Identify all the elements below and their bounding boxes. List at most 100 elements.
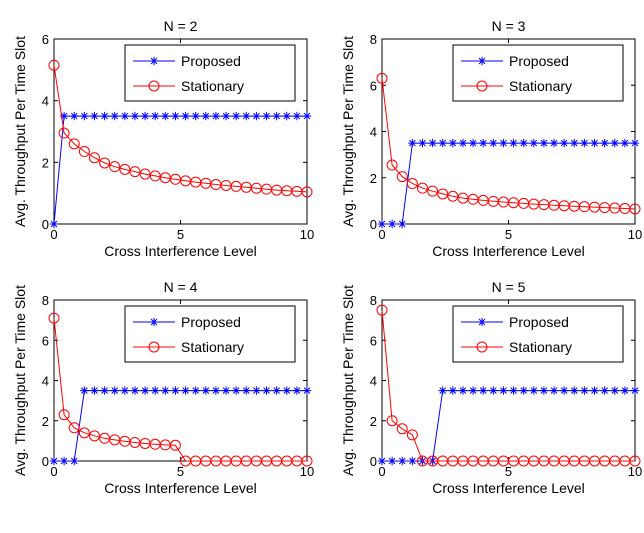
- data-point-proposed: [398, 456, 407, 466]
- data-point-stationary: [427, 185, 439, 197]
- x-tick-label: 5: [177, 464, 184, 479]
- y-tick-label: 0: [42, 217, 49, 232]
- data-point-proposed: [49, 456, 59, 466]
- x-tick-label: 10: [628, 227, 642, 242]
- data-point-proposed: [398, 219, 407, 229]
- y-tick-label: 6: [42, 32, 49, 47]
- data-point-proposed: [580, 386, 589, 395]
- data-point-proposed: [120, 386, 130, 395]
- data-point-proposed: [80, 386, 89, 395]
- legend: Proposed Stationary: [124, 44, 296, 102]
- data-point-proposed: [231, 111, 241, 121]
- data-point-stationary: [109, 161, 121, 173]
- legend-swatch-marker: [476, 341, 488, 353]
- data-point-stationary: [629, 203, 641, 215]
- data-point-proposed: [559, 138, 569, 148]
- data-point-proposed: [529, 386, 538, 395]
- subplot-2: 0 5 10 0 2 4 6 8 N = 3 Cross Interference Level Av…: [340, 18, 642, 259]
- legend: Proposed Stationary: [452, 305, 624, 363]
- y-tick-label: 0: [370, 217, 377, 232]
- data-point-proposed: [110, 111, 119, 121]
- x-tick-label: 0: [50, 227, 57, 242]
- data-point-proposed: [600, 138, 609, 148]
- data-point-proposed: [171, 386, 180, 395]
- data-area: [48, 59, 313, 229]
- data-point-proposed: [519, 138, 528, 148]
- legend-entry: Stationary: [181, 339, 244, 355]
- data-point-stationary: [68, 138, 80, 150]
- legend-entry: Stationary: [509, 339, 572, 355]
- data-point-proposed: [428, 138, 437, 148]
- data-point-stationary: [68, 422, 80, 434]
- data-point-stationary: [301, 455, 313, 467]
- data-point-proposed: [468, 386, 478, 395]
- data-point-proposed: [171, 111, 180, 121]
- data-point-stationary: [58, 127, 70, 139]
- data-point-proposed: [610, 138, 619, 148]
- data-point-proposed: [302, 386, 312, 395]
- chart-title: N = 2: [164, 18, 198, 34]
- data-point-stationary: [406, 178, 418, 190]
- legend: Proposed Stationary: [124, 305, 296, 363]
- data-point-proposed: [549, 386, 559, 395]
- x-tick-label: 10: [300, 227, 314, 242]
- data-point-proposed: [509, 386, 518, 395]
- data-point-proposed: [282, 386, 291, 395]
- data-point-proposed: [262, 386, 271, 395]
- data-point-proposed: [161, 111, 170, 121]
- data-point-proposed: [191, 111, 200, 121]
- x-tick-label: 5: [177, 227, 184, 242]
- y-tick-label: 0: [370, 454, 377, 469]
- data-point-proposed: [201, 386, 210, 395]
- chart-title: N = 3: [492, 18, 526, 34]
- data-point-proposed: [252, 386, 261, 395]
- data-point-proposed: [49, 219, 59, 229]
- x-tick-label: 5: [505, 464, 512, 479]
- data-point-proposed: [630, 138, 640, 148]
- data-point-proposed: [559, 386, 569, 395]
- data-point-proposed: [448, 138, 458, 148]
- data-point-stationary: [88, 430, 100, 442]
- data-point-proposed: [620, 138, 630, 148]
- data-point-proposed: [377, 219, 387, 229]
- data-point-stationary: [48, 59, 60, 71]
- x-tick-label: 10: [628, 464, 642, 479]
- legend-box: [452, 305, 624, 363]
- series-line-stationary: [53, 318, 307, 462]
- data-point-proposed: [489, 386, 498, 395]
- data-point-proposed: [120, 111, 130, 121]
- legend-swatch-marker: [149, 56, 159, 66]
- data-point-stationary: [169, 439, 181, 451]
- data-point-proposed: [387, 456, 397, 466]
- legend-swatch-marker: [148, 341, 160, 353]
- data-point-proposed: [438, 386, 447, 395]
- data-point-proposed: [211, 386, 221, 395]
- data-point-proposed: [70, 456, 79, 466]
- y-tick-label: 4: [370, 374, 377, 389]
- legend-swatch-marker: [476, 80, 488, 92]
- x-axis-label: Cross Interference Level: [104, 480, 257, 496]
- x-axis-label: Cross Interference Level: [432, 480, 585, 496]
- x-tick-label: 5: [505, 227, 512, 242]
- data-point-stationary: [396, 423, 408, 435]
- legend-swatch-marker: [477, 56, 487, 66]
- chart-title: N = 5: [492, 279, 526, 295]
- data-point-proposed: [292, 386, 302, 395]
- data-point-proposed: [161, 386, 170, 395]
- x-tick-label: 0: [378, 227, 385, 242]
- data-point-stationary: [376, 304, 388, 316]
- data-point-proposed: [590, 138, 599, 148]
- x-axis-label: Cross Interference Level: [104, 243, 257, 259]
- x-tick-label: 0: [50, 464, 57, 479]
- y-tick-label: 4: [42, 94, 49, 109]
- data-point-proposed: [590, 386, 599, 395]
- legend-entry: Proposed: [181, 314, 241, 330]
- data-point-proposed: [438, 138, 447, 148]
- legend-entry: Proposed: [181, 53, 241, 69]
- data-point-proposed: [387, 219, 397, 229]
- data-point-proposed: [509, 138, 518, 148]
- data-point-proposed: [211, 111, 221, 121]
- data-point-stationary: [58, 409, 70, 421]
- data-point-stationary: [78, 427, 90, 439]
